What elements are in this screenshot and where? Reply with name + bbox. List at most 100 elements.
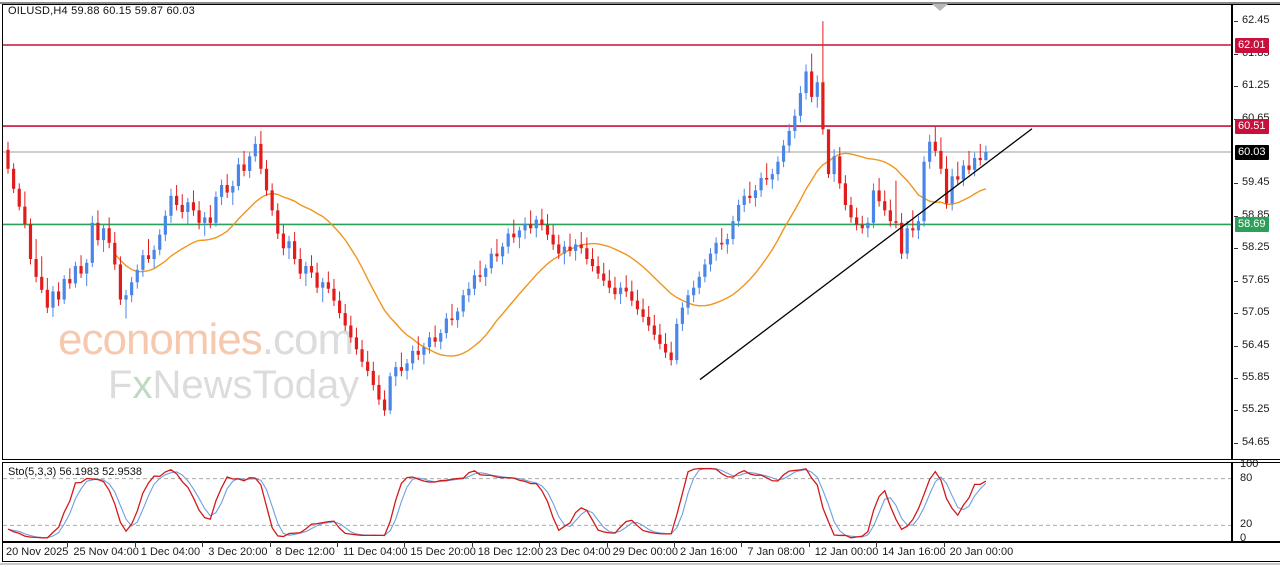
time-tick-label: 25 Nov 04:00	[73, 546, 139, 558]
price-tick-mark	[1234, 248, 1238, 250]
time-tick-label: 11 Dec 04:00	[343, 546, 408, 558]
price-tick-61.25: 61.25	[1242, 79, 1270, 92]
candle-body	[933, 141, 937, 151]
candle-body	[478, 275, 482, 277]
candle-body	[40, 276, 44, 290]
candle-body	[596, 266, 600, 274]
candle-body	[332, 288, 336, 301]
candle-body	[545, 224, 550, 235]
candle-body	[186, 202, 190, 213]
stochastic-series	[7, 467, 987, 539]
candle-body	[287, 241, 291, 249]
candle-body	[686, 295, 690, 308]
candle-body	[961, 165, 965, 180]
candle-body	[624, 287, 628, 292]
candle-body	[568, 246, 572, 251]
candle-body	[394, 367, 398, 377]
candle-body	[366, 361, 370, 371]
candle-body	[169, 195, 173, 216]
candle-body	[944, 168, 949, 204]
time-tick-mark	[67, 542, 69, 547]
time-tick-mark	[876, 542, 878, 547]
candle-body	[62, 279, 66, 300]
time-tick-label: 20 Jan 00:00	[949, 546, 1014, 558]
time-tick-mark	[606, 542, 608, 547]
candle-body	[337, 300, 342, 314]
candle-body	[113, 242, 117, 265]
price-badge-current[interactable]: 60.03	[1235, 145, 1269, 160]
time-tick-label: 14 Jan 16:00	[882, 546, 946, 558]
candle-body	[984, 152, 988, 161]
candle-body	[753, 190, 758, 198]
candle-body	[141, 255, 145, 270]
time-axis-panel[interactable]	[2, 542, 1280, 562]
candle-body	[793, 115, 797, 131]
candle-body	[377, 384, 381, 400]
price-tick-55.85: 55.85	[1242, 370, 1270, 383]
candle-body	[500, 246, 505, 257]
candle-body	[135, 269, 139, 283]
price-badge-support[interactable]: 58.69	[1235, 217, 1269, 233]
time-tick-mark	[269, 542, 271, 547]
candle-body	[388, 376, 392, 411]
candle-body	[51, 291, 55, 308]
candle-body	[899, 222, 904, 254]
time-tick-mark	[404, 542, 406, 547]
candle-body	[107, 228, 111, 243]
candle-body	[343, 313, 347, 326]
stoch-signal-line	[7, 468, 987, 539]
candle-body	[349, 325, 353, 338]
candle-body	[590, 259, 595, 267]
collapse-triangle-icon[interactable]	[932, 4, 948, 11]
stochastic-level-lines	[3, 478, 1231, 526]
candle-body	[130, 282, 134, 296]
candle-body	[720, 242, 724, 245]
indicator-tick-100: 100	[1240, 458, 1259, 470]
indicator-tick-80: 80	[1240, 471, 1253, 484]
time-tick-label: 12 Jan 00:00	[814, 546, 879, 558]
candle-body	[73, 266, 78, 284]
indicator-axis-panel[interactable]	[1232, 462, 1280, 542]
candle-body	[675, 323, 679, 361]
price-tick-59.45: 59.45	[1242, 176, 1270, 189]
candle-body	[495, 253, 499, 257]
price-badge-resistance[interactable]: 62.01	[1235, 37, 1269, 53]
candle-body	[888, 210, 892, 222]
time-tick-label: 8 Dec 12:00	[275, 546, 335, 558]
candle-body	[293, 241, 297, 260]
time-tick-label: 7 Jan 08:00	[747, 546, 805, 558]
indicator-chart-panel	[2, 462, 1232, 542]
candle-body	[843, 183, 847, 205]
time-tick-mark	[202, 542, 204, 547]
candle-body	[826, 129, 831, 175]
candle-body	[248, 156, 252, 171]
candle-body	[860, 224, 864, 229]
candle-body	[214, 196, 218, 223]
price-tick-58.25: 58.25	[1242, 241, 1270, 254]
candle-body	[787, 130, 791, 146]
candle-body	[208, 217, 212, 223]
price-tick-mark	[1234, 313, 1238, 315]
indicator-legend: Sto(5,3,3) 56.1983 52.9538	[8, 466, 142, 478]
price-axis-panel[interactable]	[1232, 4, 1280, 460]
candle-body	[529, 223, 533, 229]
candle-body	[855, 217, 859, 225]
price-badge-resistance[interactable]: 60.51	[1235, 119, 1269, 135]
price-tick-57.05: 57.05	[1242, 306, 1270, 319]
candle-body	[557, 244, 561, 254]
candle-body	[776, 161, 780, 175]
candle-body	[28, 223, 33, 260]
candle-body	[382, 399, 387, 411]
candle-body	[444, 318, 448, 334]
candle-body	[270, 190, 274, 211]
price-tick-mark	[1234, 442, 1238, 444]
candle-body	[838, 156, 842, 184]
candle-body	[939, 150, 943, 169]
candle-body	[56, 291, 61, 300]
candle-body	[90, 222, 94, 263]
candle-body	[781, 145, 786, 162]
candle-body	[703, 264, 707, 277]
candle-body	[197, 210, 201, 223]
candle-body	[821, 82, 825, 130]
candle-body	[146, 255, 151, 260]
